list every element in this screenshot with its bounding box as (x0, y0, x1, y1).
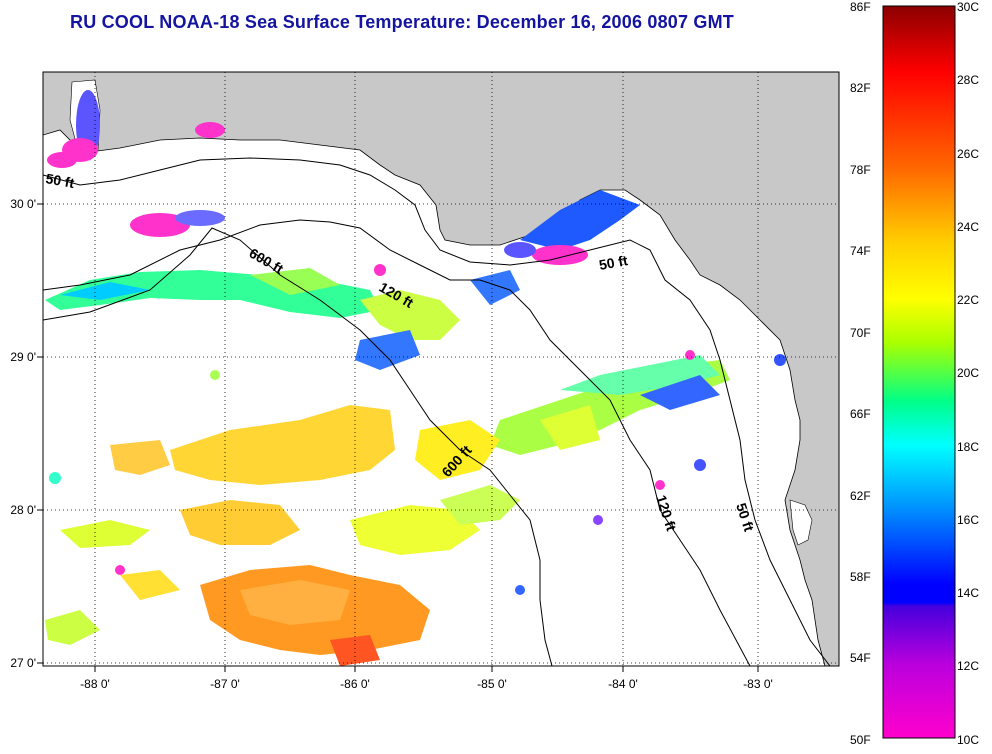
cbar-c-14: 14C (957, 586, 980, 600)
cbar-c-28: 28C (957, 73, 980, 87)
tampa-bay (789, 499, 813, 546)
cbar-c-10: 10C (957, 733, 980, 747)
lat-label-30: 30 0' (10, 197, 36, 211)
cbar-c-18: 18C (957, 440, 980, 454)
map-frame (42, 71, 840, 667)
lon-label-86: -86 0' (340, 677, 370, 691)
cbar-f-82: 82F (850, 81, 871, 95)
cbar-c-20: 20C (957, 366, 980, 380)
cbar-c-30: 30C (957, 0, 980, 14)
lon-label-83: -83 0' (743, 677, 773, 691)
cbar-c-26: 26C (957, 147, 980, 161)
lon-label-85: -85 0' (477, 677, 507, 691)
lon-label-87: -87 0' (210, 677, 240, 691)
cbar-c-24: 24C (957, 220, 980, 234)
lon-label-88: -88 0' (80, 677, 110, 691)
axis-ticks (37, 203, 759, 672)
depth-label-50ft-west: 50 ft (44, 170, 75, 191)
lat-lon-grid (43, 72, 839, 666)
cbar-f-70: 70F (850, 326, 871, 340)
depth-label-50ft-east: 50 ft (598, 252, 629, 273)
cbar-c-22: 22C (957, 293, 980, 307)
cbar-f-86: 86F (850, 0, 871, 14)
colorbar (882, 5, 956, 739)
contour-50ft (43, 157, 831, 666)
cbar-f-66: 66F (850, 407, 871, 421)
cbar-c-12: 12C (957, 659, 980, 673)
cbar-f-50: 50F (850, 733, 871, 747)
lat-label-29: 29 0' (10, 350, 36, 364)
contour-600ft (43, 227, 553, 666)
cbar-f-54: 54F (850, 651, 871, 665)
lat-label-28: 28 0' (10, 503, 36, 517)
cbar-f-62: 62F (850, 489, 871, 503)
sst-data-patches (45, 90, 786, 666)
map-title: RU COOL NOAA-18 Sea Surface Temperature:… (70, 12, 734, 32)
lon-label-84: -84 0' (608, 677, 638, 691)
cbar-f-58: 58F (850, 570, 871, 584)
cbar-f-74: 74F (850, 244, 871, 258)
cbar-c-16: 16C (957, 513, 980, 527)
lat-label-27: 27 0' (10, 656, 36, 670)
land-mass (43, 72, 839, 666)
cbar-f-78: 78F (850, 163, 871, 177)
